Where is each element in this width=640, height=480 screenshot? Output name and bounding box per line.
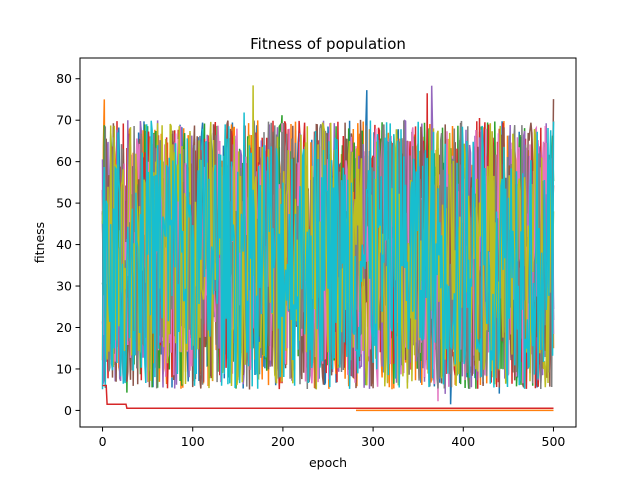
y-tick-label: 30	[56, 279, 72, 294]
elite-line-1	[102, 384, 554, 410]
x-tick-label: 100	[181, 434, 205, 449]
x-tick-label: 0	[99, 434, 107, 449]
y-tick-label: 50	[56, 196, 72, 211]
y-tick-label: 0	[64, 403, 72, 418]
chart-title: Fitness of population	[250, 35, 406, 53]
series-line-10	[101, 112, 555, 390]
axes-frame	[79, 57, 577, 428]
x-tick-label: 200	[271, 434, 295, 449]
x-tick-label: 400	[451, 434, 475, 449]
y-tick-label: 10	[56, 361, 72, 376]
x-tick-label: 500	[542, 434, 566, 449]
series-line-9	[101, 85, 555, 390]
y-tick-label: 20	[56, 320, 72, 335]
elite-layer	[102, 384, 554, 412]
y-axis-label: fitness	[32, 222, 47, 263]
y-tick-label: 60	[56, 154, 72, 169]
series-layer	[101, 85, 555, 405]
x-axis: 0 100 200 300 400 500	[99, 427, 566, 449]
y-tick-label: 40	[56, 237, 72, 252]
x-axis-label: epoch	[309, 455, 347, 470]
x-tick-label: 300	[361, 434, 385, 449]
y-tick-label: 70	[56, 113, 72, 128]
y-tick-label: 80	[56, 71, 72, 86]
y-axis: 0 10 20 30 40 50 60 70 80	[56, 71, 80, 418]
